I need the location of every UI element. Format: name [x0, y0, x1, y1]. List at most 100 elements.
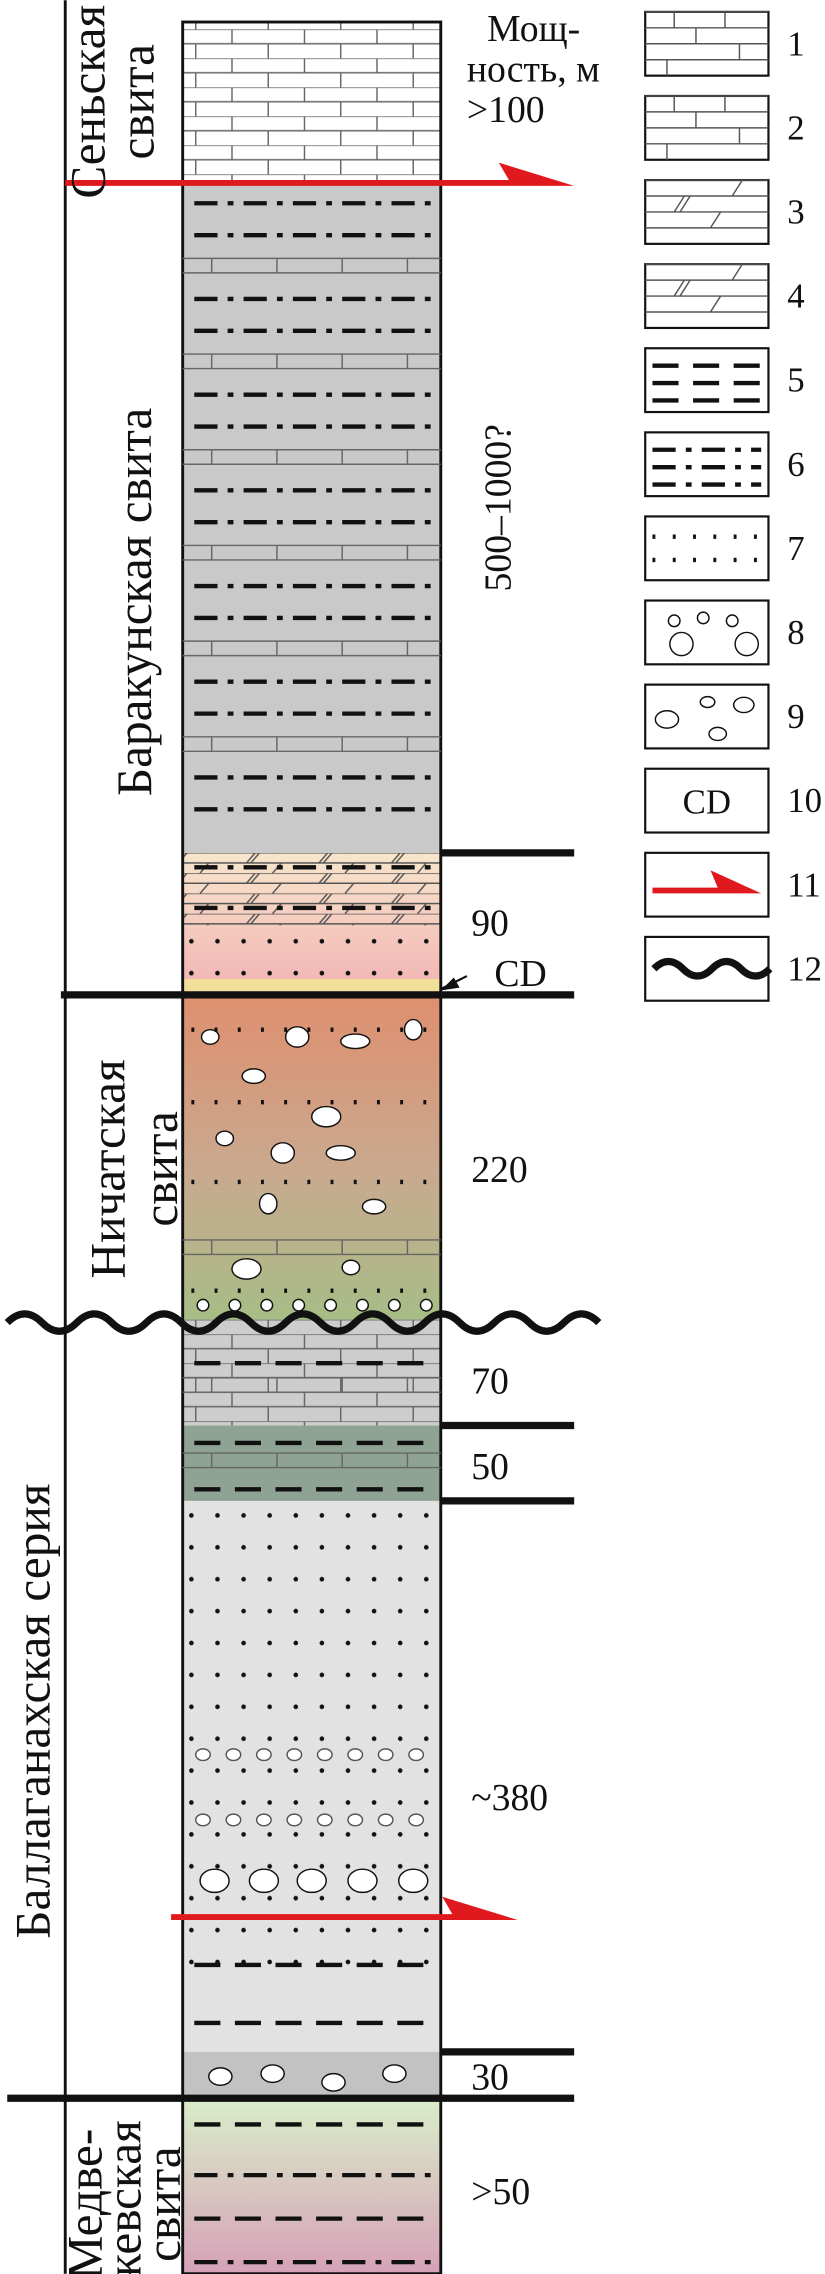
cd-arrowhead — [440, 977, 460, 991]
brick-row — [182, 544, 441, 561]
legend-pebble — [725, 614, 739, 628]
pebble — [377, 1748, 394, 1762]
layer-pattern — [182, 852, 441, 926]
clast — [231, 1258, 262, 1280]
clast — [270, 1142, 296, 1164]
pebble — [196, 1298, 210, 1312]
clast — [258, 1192, 278, 1215]
thickness: >50 — [471, 2171, 530, 2213]
pebble — [347, 1813, 364, 1827]
legend-box — [644, 767, 770, 834]
legend-clast — [708, 726, 728, 742]
thickness: 90 — [471, 902, 509, 944]
thickness: >100 — [467, 89, 545, 131]
layer-pattern — [182, 1319, 441, 1426]
legend-box — [644, 851, 770, 918]
formation: Сеньскаясвита — [60, 5, 164, 199]
thickness: 500–1000? — [477, 424, 519, 591]
annotation: CD — [494, 953, 546, 995]
legend-number: 12 — [787, 949, 822, 988]
formation: Баллаганахская серия — [5, 1484, 60, 1939]
brick-row — [182, 1376, 441, 1393]
thickness: ~380 — [471, 1777, 548, 1819]
pebble — [316, 1813, 333, 1827]
layer-pattern — [182, 1500, 441, 1980]
pebble — [408, 1748, 425, 1762]
pebble — [408, 1813, 425, 1827]
clast — [200, 1028, 220, 1045]
legend-clast — [654, 710, 680, 729]
pebble — [225, 1748, 242, 1762]
pebble — [347, 1748, 364, 1762]
brick-row — [182, 736, 441, 753]
thickness: 50 — [471, 1446, 509, 1488]
legend-wave — [651, 957, 773, 980]
formation-line: свита — [136, 2146, 191, 2262]
thickness: 30 — [471, 2057, 509, 2099]
clast — [403, 1018, 423, 1041]
legend-number: 1 — [787, 24, 804, 63]
pebble — [316, 1748, 333, 1762]
legend-number: 11 — [787, 865, 821, 904]
pebble — [255, 1748, 272, 1762]
thrust — [171, 1896, 518, 1920]
pebble — [248, 1868, 280, 1894]
clast — [215, 1130, 235, 1147]
brick-row — [182, 1239, 441, 1256]
clast — [311, 1105, 342, 1128]
pebble — [286, 1813, 303, 1827]
legend-number: 3 — [787, 193, 804, 232]
legend-pebble — [669, 631, 694, 657]
legend-number: 8 — [787, 613, 804, 652]
boundaries — [7, 849, 575, 2102]
legend-clast — [699, 695, 716, 709]
pebble — [286, 1748, 303, 1762]
formation-line: свита — [110, 44, 165, 160]
header-line: Мощ- — [487, 8, 580, 50]
brick-row — [182, 353, 441, 370]
layer-pattern — [182, 928, 441, 979]
legend-number: 6 — [787, 445, 804, 484]
pebble — [195, 1813, 211, 1827]
formation-line: Сеньская — [60, 5, 115, 199]
header-line: ность, м — [467, 48, 600, 90]
brick-row — [182, 257, 441, 274]
formation-line: Медве- — [57, 2129, 112, 2274]
pebble — [398, 1868, 429, 1894]
clast — [284, 1026, 310, 1048]
thrust — [65, 162, 575, 186]
formation-line: Ничатская — [81, 1059, 136, 1278]
layer — [182, 978, 441, 994]
formation-line: жевская — [97, 2120, 152, 2274]
pebble — [255, 1813, 272, 1827]
pebble — [225, 1813, 242, 1827]
legend-number: 2 — [787, 108, 804, 147]
legend-box — [644, 515, 770, 582]
brick-row — [182, 1452, 441, 1469]
thickness: 220 — [471, 1149, 528, 1191]
clast — [241, 1068, 267, 1085]
pebble — [260, 1298, 274, 1312]
thickness: 70 — [471, 1361, 509, 1403]
legend-number: 4 — [787, 277, 804, 316]
legend-number: 5 — [787, 361, 804, 400]
clast — [321, 2072, 346, 2092]
pebble — [195, 1748, 211, 1762]
formation: Баракунская свита — [107, 408, 162, 797]
clast — [260, 2064, 285, 2084]
column-layout — [4, 0, 602, 2274]
clast — [325, 1144, 356, 1161]
legend-clast — [732, 696, 755, 714]
formation: Ничатскаясвита — [81, 1059, 188, 1278]
pebble — [292, 1298, 306, 1312]
layer — [182, 2098, 441, 2274]
clast — [208, 2067, 233, 2086]
layer-pattern — [182, 22, 441, 182]
legend-number: 9 — [787, 697, 804, 736]
legend-number: 7 — [787, 529, 804, 568]
legend-pattern — [645, 95, 769, 160]
legend-symbol: CD — [683, 783, 731, 822]
